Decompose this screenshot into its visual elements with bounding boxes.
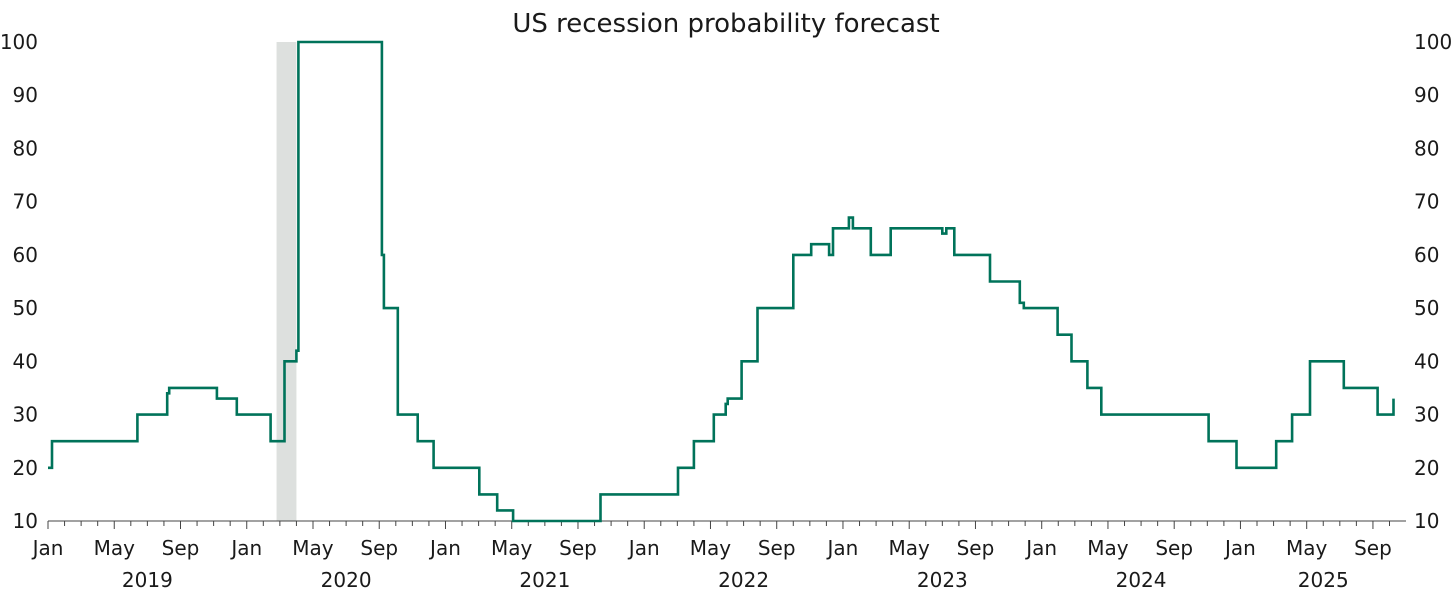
- y-left-tick-label: 100: [0, 30, 38, 54]
- x-month-label: May: [1286, 536, 1328, 560]
- y-right-tick-label: 100: [1414, 30, 1452, 54]
- recession-shading-layer: [276, 42, 297, 521]
- y-right-tick-label: 90: [1414, 83, 1439, 107]
- y-left-tick-label: 10: [13, 509, 38, 533]
- y-right-tick-label: 40: [1414, 349, 1439, 373]
- y-left-tick-label: 20: [13, 456, 38, 480]
- x-month-label: Sep: [162, 536, 200, 560]
- x-month-label: May: [1087, 536, 1129, 560]
- y-right-tick-label: 10: [1414, 509, 1439, 533]
- x-month-label: Jan: [428, 536, 461, 560]
- tick-labels-layer: Jan May Sep Jan May Sep Jan May Sep Jan May Sep Jan M…: [0, 30, 1452, 592]
- x-year-label: 2019: [122, 568, 173, 592]
- x-month-label: May: [491, 536, 533, 560]
- x-month-label: Jan: [826, 536, 859, 560]
- x-month-label: Jan: [627, 536, 660, 560]
- y-left-tick-label: 30: [13, 403, 38, 427]
- x-month-label: Jan: [1024, 536, 1057, 560]
- y-left-tick-label: 60: [13, 243, 38, 267]
- x-month-label: May: [94, 536, 136, 560]
- y-left-tick-label: 70: [13, 190, 38, 214]
- x-month-label: Sep: [360, 536, 398, 560]
- y-right-tick-label: 50: [1414, 296, 1439, 320]
- x-month-label: Jan: [1223, 536, 1256, 560]
- x-month-label: Sep: [758, 536, 796, 560]
- x-month-label: Sep: [1354, 536, 1392, 560]
- x-year-label: 2023: [917, 568, 968, 592]
- x-month-label: May: [690, 536, 732, 560]
- axes-layer: [47, 520, 1406, 529]
- y-left-tick-label: 40: [13, 349, 38, 373]
- x-month-label: Sep: [559, 536, 597, 560]
- x-month-label: Sep: [1155, 536, 1193, 560]
- x-year-label: 2025: [1298, 568, 1349, 592]
- x-month-label: May: [889, 536, 931, 560]
- y-right-tick-label: 80: [1414, 136, 1439, 160]
- chart-title: US recession probability forecast: [512, 9, 939, 39]
- series-layer: [48, 40, 1395, 523]
- series-line: [48, 40, 1395, 523]
- x-month-label: Sep: [957, 536, 995, 560]
- y-right-tick-label: 30: [1414, 403, 1439, 427]
- y-left-tick-label: 90: [13, 83, 38, 107]
- x-month-label: Jan: [31, 536, 64, 560]
- y-right-tick-label: 20: [1414, 456, 1439, 480]
- recession-band: [276, 42, 297, 521]
- x-month-label: May: [292, 536, 334, 560]
- x-year-label: 2021: [519, 568, 570, 592]
- y-right-tick-label: 70: [1414, 190, 1439, 214]
- x-year-label: 2022: [718, 568, 769, 592]
- x-month-label: Jan: [229, 536, 262, 560]
- x-year-label: 2024: [1116, 568, 1167, 592]
- y-left-tick-label: 50: [13, 296, 38, 320]
- x-year-label: 2020: [321, 568, 372, 592]
- y-left-tick-label: 80: [13, 136, 38, 160]
- y-right-tick-label: 60: [1414, 243, 1439, 267]
